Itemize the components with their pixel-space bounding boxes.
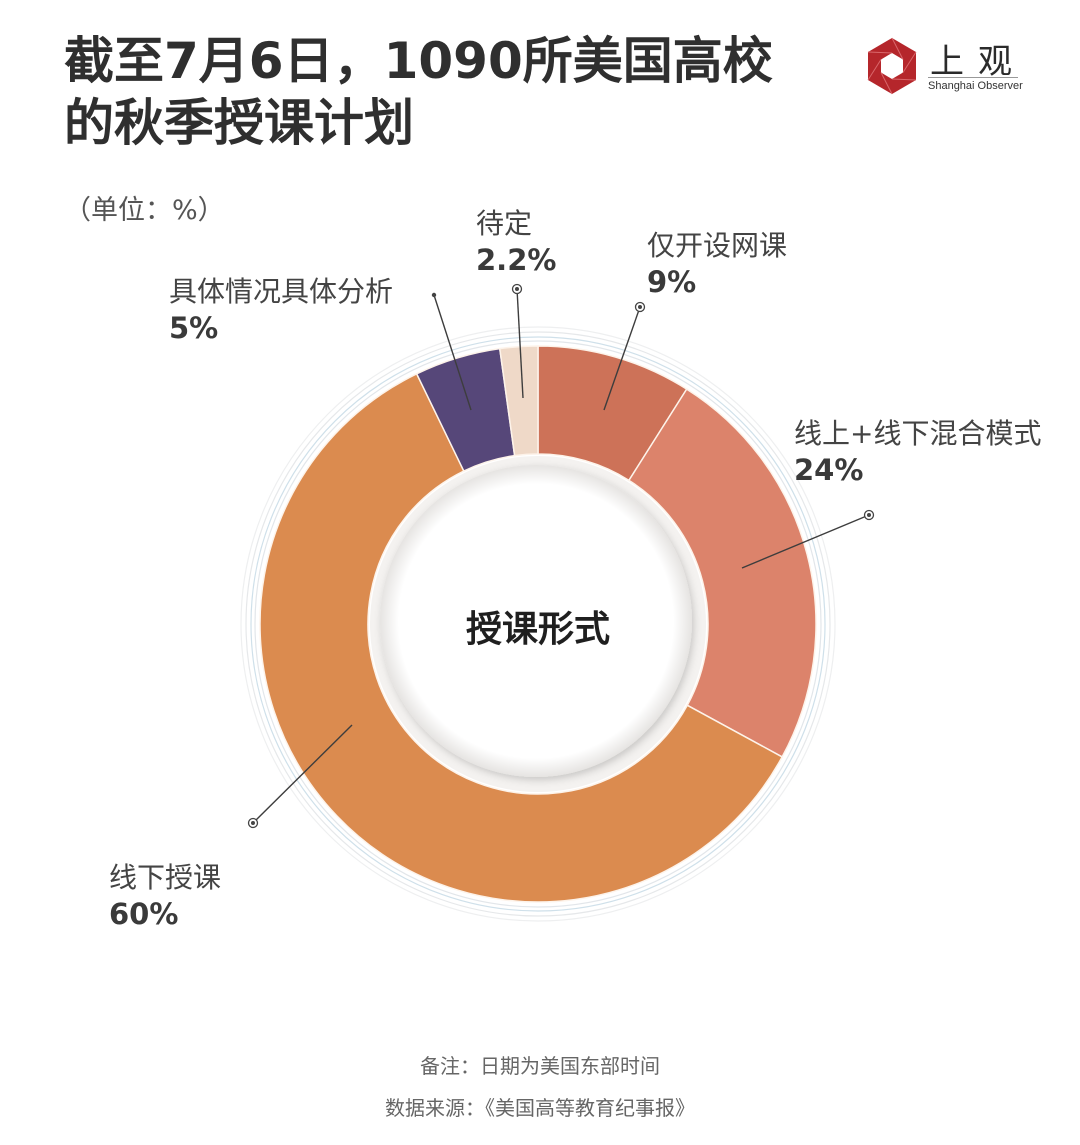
red-hexagon-aperture-icon (867, 37, 917, 95)
label-value: 24% (794, 453, 864, 487)
logo-text-en: Shanghai Observer (928, 80, 1023, 92)
marker-dot-icon (247, 817, 259, 829)
marker-dot-icon (634, 301, 646, 313)
label-value: 9% (647, 265, 697, 299)
logo-text-cn: 上观 (930, 42, 1026, 82)
label-name: 线下授课 (109, 861, 222, 894)
unit-label: （单位：%） (64, 195, 225, 226)
label-case-by-case: 具体情况具体分析 5% (169, 274, 393, 346)
footer-source: 数据来源：《美国高等教育纪事报》 (385, 1096, 695, 1120)
donut-segment (498, 345, 539, 457)
label-name: 线上+线下混合模式 (794, 417, 1042, 450)
label-value: 60% (109, 897, 179, 931)
shanghai-observer-logo: 上观 Shanghai Observer (862, 37, 1032, 98)
leader-line-in-person (252, 724, 353, 824)
label-online-only: 仅开设网课 9% (647, 228, 787, 300)
label-value: 2.2% (476, 243, 557, 277)
label-name: 仅开设网课 (647, 229, 788, 262)
donut-center-label: 授课形式 (465, 609, 610, 650)
leader-line-hybrid (741, 514, 870, 569)
chart-title-line2: 的秋季授课计划 (64, 94, 414, 152)
label-in-person: 线下授课 60% (109, 860, 221, 932)
donut-segments (259, 345, 817, 903)
logo-divider (928, 77, 1018, 78)
leader-markers (247, 283, 875, 829)
footer-note: 备注：日期为美国东部时间 (420, 1054, 660, 1078)
decorative-outer-rings (240, 326, 836, 922)
leader-line-online-only (603, 306, 641, 411)
label-hybrid: 线上+线下混合模式 24% (794, 416, 1041, 488)
label-undecided: 待定 2.2% (476, 206, 556, 278)
leader-line-case-by-case (433, 294, 472, 411)
chart-title-line1: 截至7月6日，1090所美国高校 (64, 32, 773, 90)
inner-disc (380, 465, 692, 777)
donut-segment (259, 372, 784, 903)
chart-title: 截至7月6日，1090所美国高校 的秋季授课计划 (64, 30, 773, 154)
donut-segment (627, 388, 817, 758)
marker-dot-icon (431, 292, 437, 298)
label-name: 待定 (476, 207, 533, 240)
leader-line-undecided (516, 288, 524, 399)
label-value: 5% (169, 311, 219, 345)
marker-dot-icon (863, 509, 875, 521)
label-name: 具体情况具体分析 (169, 275, 394, 308)
marker-dot-icon (511, 283, 523, 295)
leader-lines (252, 288, 870, 824)
